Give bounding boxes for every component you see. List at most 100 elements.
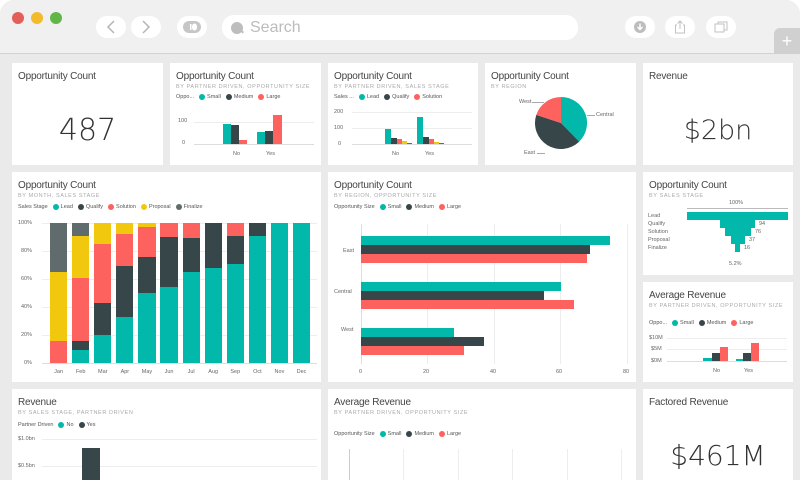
back-button[interactable] <box>96 16 126 38</box>
hbar-west-large[interactable] <box>361 346 465 355</box>
tile-subtitle: BY SALES STAGE <box>649 193 704 199</box>
x-tick: Apr <box>120 369 130 375</box>
stack-segment-qualify[interactable] <box>72 340 90 351</box>
stack-segment-qualify[interactable] <box>138 256 156 293</box>
forward-button[interactable] <box>131 16 161 38</box>
stack-segment-lead[interactable] <box>292 223 311 363</box>
tile-average-revenue-large[interactable]: Average Revenue BY PARTNER DRIVEN, OPPOR… <box>328 389 636 480</box>
stack-segment-lead[interactable] <box>248 235 266 363</box>
tile-opportunity-month-stage[interactable]: Opportunity Count BY MONTH, SALES STAGE … <box>12 172 321 382</box>
bar-yes-large[interactable] <box>273 115 282 144</box>
legend-item-small: Small <box>199 94 221 100</box>
stack-segment-proposal[interactable] <box>94 223 112 244</box>
chart-legend: Oppo... Small Medium Large <box>649 320 753 326</box>
close-window-button[interactable] <box>12 12 24 24</box>
tile-title: Opportunity Count <box>18 180 96 191</box>
tile-title: Average Revenue <box>334 397 411 408</box>
tile-opportunity-partner-stage[interactable]: Opportunity Count BY PARTNER DRIVEN, SAL… <box>328 63 478 165</box>
bar-no-large[interactable] <box>239 140 247 144</box>
tile-subtitle: BY SALES STAGE, PARTNER DRIVEN <box>18 410 134 416</box>
stack-segment-lead[interactable] <box>182 272 200 363</box>
sidebar-toggle-button[interactable] <box>177 16 207 38</box>
tile-average-revenue-small[interactable]: Average Revenue BY PARTNER DRIVEN, OPPOR… <box>643 282 793 382</box>
stack-segment-solution[interactable] <box>226 223 244 236</box>
stack-segment-qualify[interactable] <box>204 223 222 268</box>
bar-no-medium[interactable] <box>231 125 239 144</box>
tile-opportunity-partner-size[interactable]: Opportunity Count BY PARTNER DRIVEN, OPP… <box>170 63 321 165</box>
hbar-west-small[interactable] <box>361 328 455 337</box>
new-tab-button[interactable]: + <box>774 28 800 54</box>
chart-legend: Partner Driven No Yes <box>18 422 95 428</box>
x-tick: Mar <box>98 369 108 375</box>
stack-segment-qualify[interactable] <box>226 235 244 264</box>
tile-factored-revenue-kpi[interactable]: Factored Revenue $461M <box>643 389 793 480</box>
stack-segment-proposal[interactable] <box>50 272 68 341</box>
hbar-central-medium[interactable] <box>361 291 544 300</box>
stack-segment-qualify[interactable] <box>94 302 112 335</box>
hbar-east-medium[interactable] <box>361 245 591 254</box>
stack-segment-solution[interactable] <box>94 244 112 303</box>
minimize-window-button[interactable] <box>31 12 43 24</box>
pie-chart[interactable] <box>533 95 589 151</box>
tile-revenue-stage-partner[interactable]: Revenue BY SALES STAGE, PARTNER DRIVEN P… <box>12 389 321 480</box>
search-input[interactable]: Search <box>222 15 578 40</box>
tabs-overview-button[interactable] <box>706 16 736 38</box>
funnel-bar-solution[interactable] <box>725 228 751 236</box>
x-tick: Yes <box>266 151 275 157</box>
hbar-east-large[interactable] <box>361 254 588 263</box>
stack-segment-finalize[interactable] <box>72 223 90 236</box>
funnel-stage-label: Solution <box>648 229 668 235</box>
funnel-bar-finalize[interactable] <box>735 244 740 252</box>
stack-segment-qualify[interactable] <box>116 266 134 317</box>
funnel-stage-label: Qualify <box>648 221 666 227</box>
hbar-central-large[interactable] <box>361 300 574 309</box>
stack-segment-proposal[interactable] <box>116 223 134 235</box>
tile-opportunity-region-size[interactable]: Opportunity Count BY REGION, OPPORTUNITY… <box>328 172 636 382</box>
stack-segment-finalize[interactable] <box>50 223 68 272</box>
hbar-west-medium[interactable] <box>361 337 485 346</box>
tile-opportunity-region-pie[interactable]: Opportunity Count BY REGION West Central… <box>485 63 636 165</box>
stack-segment-lead[interactable] <box>160 287 178 363</box>
stack-segment-proposal[interactable] <box>72 235 90 278</box>
stack-segment-lead[interactable] <box>204 267 222 363</box>
bar-yes-medium[interactable] <box>265 131 273 144</box>
maximize-window-button[interactable] <box>50 12 62 24</box>
y-tick: $0.5bn <box>18 463 35 469</box>
hbar-east-small[interactable] <box>361 236 611 245</box>
stack-segment-solution[interactable] <box>160 223 178 237</box>
y-tick: 100 <box>178 118 188 124</box>
bar-no-small[interactable] <box>223 124 231 144</box>
stack-segment-lead[interactable] <box>116 316 134 363</box>
stack-segment-lead[interactable] <box>226 263 244 363</box>
stack-segment-qualify[interactable] <box>182 238 200 272</box>
tile-revenue-kpi[interactable]: Revenue $2bn <box>643 63 793 165</box>
bar-yes-small[interactable] <box>257 132 265 144</box>
stack-segment-lead[interactable] <box>72 350 90 363</box>
stack-segment-solution[interactable] <box>182 223 200 239</box>
download-button[interactable] <box>625 16 655 38</box>
stack-segment-qualify[interactable] <box>160 237 178 288</box>
hbar-central-small[interactable] <box>361 282 561 291</box>
stack-segment-solution[interactable] <box>116 234 134 267</box>
stack-segment-solution[interactable] <box>50 340 68 363</box>
bar-revenue-yes[interactable] <box>82 448 100 480</box>
download-icon <box>634 21 646 33</box>
tile-title: Opportunity Count <box>176 71 254 82</box>
y-tick: 40% <box>21 304 33 310</box>
y-tick: 0% <box>24 360 32 366</box>
stack-segment-solution[interactable] <box>138 227 156 257</box>
tile-opportunity-funnel[interactable]: Opportunity Count BY SALES STAGE 100% Le… <box>643 172 793 275</box>
tile-opportunity-count-kpi[interactable]: Opportunity Count 487 <box>12 63 163 165</box>
funnel-bar-qualify[interactable] <box>720 220 755 228</box>
funnel-bar-lead[interactable] <box>687 212 788 220</box>
stack-segment-proposal[interactable] <box>138 223 156 228</box>
share-button[interactable] <box>665 16 695 38</box>
stack-segment-qualify[interactable] <box>248 223 266 236</box>
legend-item-medium: Medium <box>406 204 434 210</box>
stack-segment-lead[interactable] <box>270 223 289 363</box>
stack-segment-lead[interactable] <box>94 335 112 363</box>
legend-title: Opportunity Size <box>334 431 375 437</box>
stack-segment-lead[interactable] <box>138 293 156 363</box>
stack-segment-solution[interactable] <box>72 277 90 341</box>
funnel-bar-proposal[interactable] <box>731 236 745 244</box>
